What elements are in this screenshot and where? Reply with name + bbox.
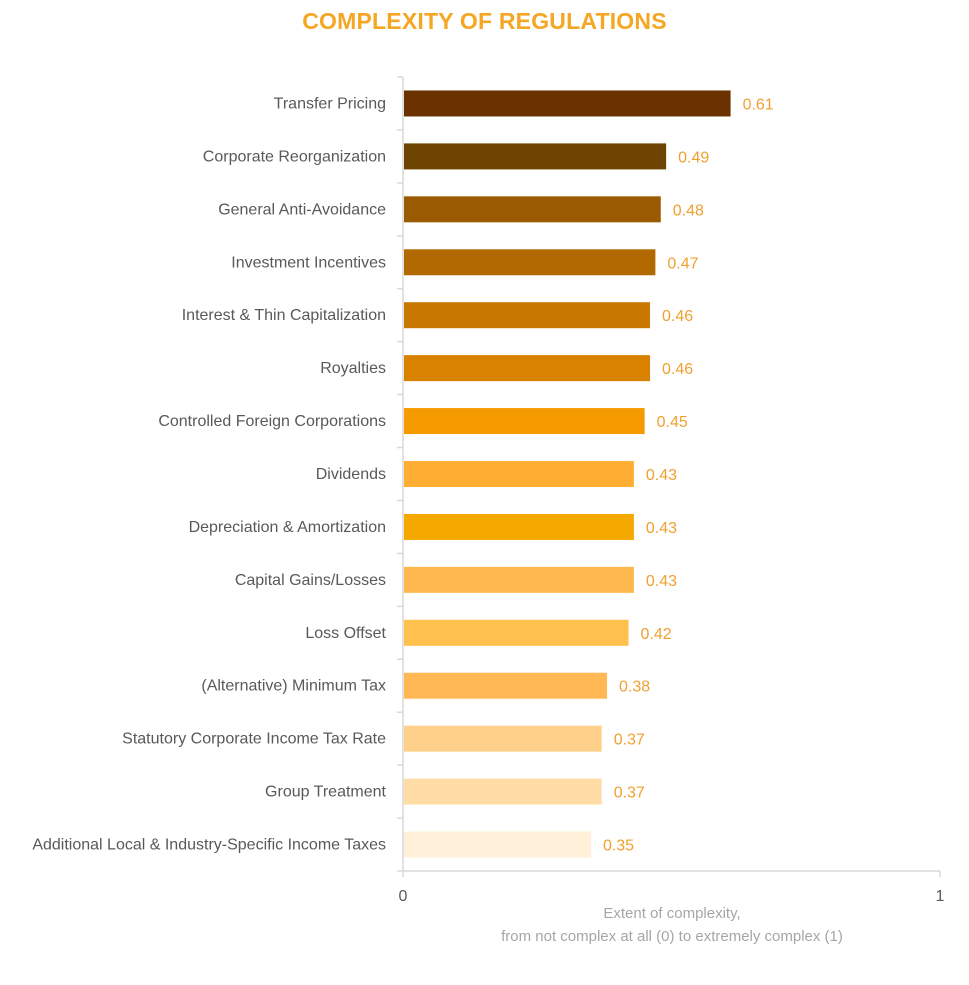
x-axis-title-line: from not complex at all (0) to extremely… [501, 928, 843, 945]
bar [404, 461, 634, 487]
data-label: 0.37 [614, 732, 645, 749]
category-label: General Anti-Avoidance [218, 201, 386, 218]
category-label: Statutory Corporate Income Tax Rate [122, 731, 386, 748]
bar [404, 302, 651, 329]
category-label: Additional Local & Industry-Specific Inc… [32, 837, 386, 854]
data-label: 0.43 [646, 467, 677, 484]
data-label: 0.49 [678, 149, 709, 166]
data-label: 0.38 [619, 679, 650, 696]
bars-group [404, 90, 731, 858]
axes: 0 1 Extent of complexity, from not complex … [397, 76, 945, 945]
bar [404, 408, 645, 435]
data-label: 0.43 [646, 520, 677, 537]
category-label: Group Treatment [265, 784, 387, 801]
value-labels: 0.61 0.49 0.48 0.47 0.46 0.46 0.45 0.43 0.43 0.43… [603, 96, 774, 854]
bar [404, 513, 634, 540]
category-label: Royalties [320, 360, 386, 377]
data-label: 0.46 [662, 308, 693, 325]
tick-label: 1 [936, 888, 945, 905]
bar [404, 196, 661, 223]
category-label: Dividends [316, 466, 386, 483]
data-label: 0.35 [603, 838, 634, 855]
category-label: (Alternative) Minimum Tax [201, 678, 386, 695]
bar [404, 672, 608, 699]
category-label: Interest & Thin Capitalization [182, 307, 386, 324]
chart-title: COMPLEXITY OF REGULATIONS [302, 8, 667, 34]
data-label: 0.46 [662, 361, 693, 378]
bar [404, 831, 591, 858]
data-label: 0.47 [667, 255, 698, 272]
category-label: Transfer Pricing [274, 95, 386, 112]
data-label: 0.43 [646, 573, 677, 590]
bar [404, 143, 667, 170]
category-label: Corporate Reorganization [203, 148, 386, 165]
data-label: 0.48 [673, 202, 704, 219]
tick-label: 0 [399, 888, 408, 905]
bar [404, 566, 634, 593]
bar [404, 619, 629, 646]
category-label: Loss Offset [305, 625, 386, 642]
category-label: Depreciation & Amortization [189, 519, 386, 536]
bar [404, 249, 656, 276]
category-label: Controlled Foreign Corporations [158, 413, 386, 430]
x-axis-title-line: Extent of complexity, [603, 905, 740, 922]
bar [404, 778, 602, 805]
data-label: 0.37 [614, 785, 645, 802]
bar [404, 90, 731, 117]
data-label: 0.45 [657, 414, 688, 431]
bar [404, 725, 602, 752]
category-label: Investment Incentives [231, 254, 386, 271]
bar [404, 355, 651, 382]
category-label: Capital Gains/Losses [235, 572, 386, 589]
data-label: 0.61 [743, 96, 774, 113]
data-label: 0.42 [641, 626, 672, 643]
category-labels: Transfer Pricing Corporate Reorganization… [32, 95, 386, 853]
